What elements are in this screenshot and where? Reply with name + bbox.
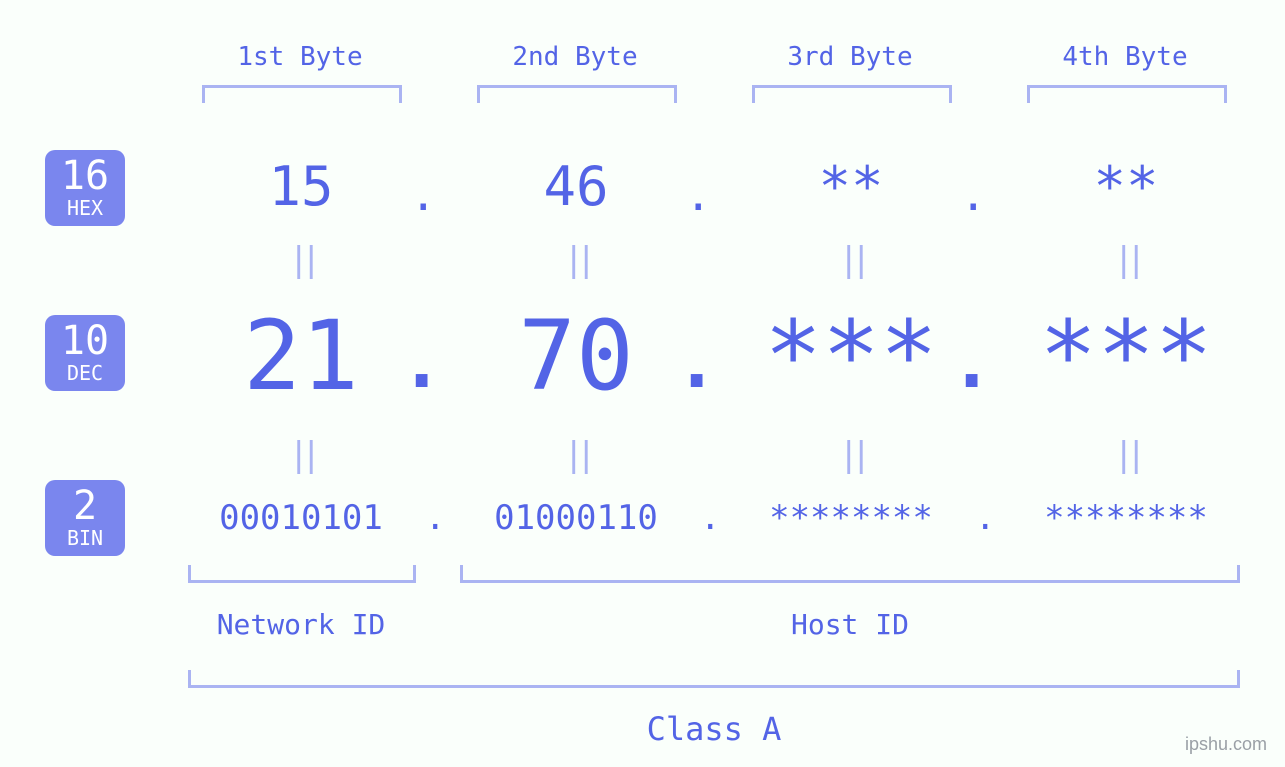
- eq-dec-bin-2: ||: [445, 435, 707, 475]
- dec-sep-1: .: [400, 320, 443, 404]
- bracket-network-id: [188, 565, 416, 583]
- bin-sep-2: .: [700, 498, 720, 538]
- badge-hex: 16 HEX: [45, 150, 125, 226]
- bracket-class: [188, 670, 1240, 688]
- badge-dec: 10 DEC: [45, 315, 125, 391]
- dec-byte-1: 21: [170, 300, 432, 412]
- eq-hex-dec-4: ||: [995, 240, 1257, 280]
- hex-sep-1: .: [410, 170, 437, 221]
- eq-hex-dec-1: ||: [170, 240, 432, 280]
- dec-sep-2: .: [675, 320, 718, 404]
- hex-byte-3: **: [720, 155, 982, 218]
- hex-byte-1: 15: [170, 155, 432, 218]
- bin-sep-1: .: [425, 498, 445, 538]
- hex-sep-2: .: [685, 170, 712, 221]
- watermark: ipshu.com: [1185, 734, 1267, 755]
- label-host-id: Host ID: [460, 608, 1240, 641]
- hex-sep-3: .: [960, 170, 987, 221]
- dec-sep-3: .: [950, 320, 993, 404]
- byte-header-1: 1st Byte: [170, 42, 430, 72]
- eq-dec-bin-1: ||: [170, 435, 432, 475]
- hex-byte-4: **: [995, 155, 1257, 218]
- bracket-top-3: [752, 85, 952, 103]
- bin-byte-2: 01000110: [445, 498, 707, 538]
- badge-hex-num: 16: [45, 156, 125, 196]
- badge-bin: 2 BIN: [45, 480, 125, 556]
- badge-hex-label: HEX: [45, 198, 125, 218]
- byte-header-4: 4th Byte: [995, 42, 1255, 72]
- bracket-top-4: [1027, 85, 1227, 103]
- byte-header-2: 2nd Byte: [445, 42, 705, 72]
- bracket-host-id: [460, 565, 1240, 583]
- label-network-id: Network ID: [170, 608, 432, 641]
- bracket-top-1: [202, 85, 402, 103]
- label-class: Class A: [188, 710, 1240, 748]
- eq-dec-bin-4: ||: [995, 435, 1257, 475]
- eq-hex-dec-3: ||: [720, 240, 982, 280]
- bin-byte-4: ********: [995, 498, 1257, 538]
- bin-sep-3: .: [975, 498, 995, 538]
- badge-bin-num: 2: [45, 486, 125, 526]
- dec-byte-4: ***: [995, 300, 1257, 412]
- bin-byte-3: ********: [720, 498, 982, 538]
- ip-bytes-diagram: 1st Byte 2nd Byte 3rd Byte 4th Byte 16 H…: [0, 0, 1285, 767]
- byte-header-3: 3rd Byte: [720, 42, 980, 72]
- badge-bin-label: BIN: [45, 528, 125, 548]
- badge-dec-num: 10: [45, 321, 125, 361]
- eq-hex-dec-2: ||: [445, 240, 707, 280]
- eq-dec-bin-3: ||: [720, 435, 982, 475]
- dec-byte-2: 70: [445, 300, 707, 412]
- badge-dec-label: DEC: [45, 363, 125, 383]
- bracket-top-2: [477, 85, 677, 103]
- hex-byte-2: 46: [445, 155, 707, 218]
- dec-byte-3: ***: [720, 300, 982, 412]
- bin-byte-1: 00010101: [170, 498, 432, 538]
